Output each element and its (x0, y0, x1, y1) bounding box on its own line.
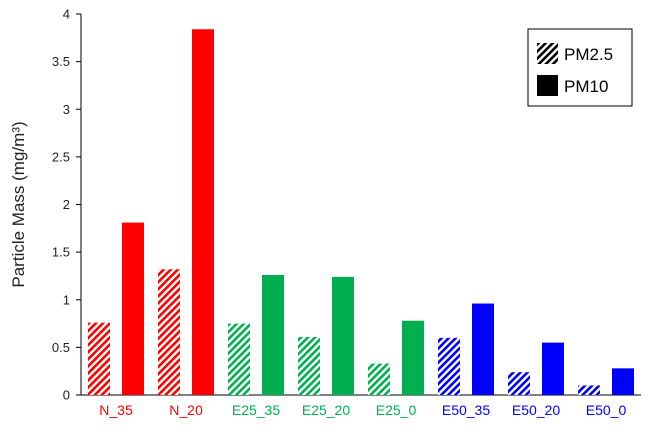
plot-area: 0 0.5 1 1.5 2 2.5 3 3.5 4 Particle Mass (mg/m³) N_… (9, 7, 641, 418)
x-tick-label: E25_0 (376, 402, 417, 418)
bar-pm25-e50_20 (508, 372, 530, 395)
bar-pm25-e50_35 (438, 337, 460, 395)
bar-pm25-n_35 (88, 322, 110, 395)
bar-pm10-e50_20 (542, 342, 564, 395)
x-tick-label: E25_20 (302, 402, 350, 418)
y-tick-label: 1 (63, 292, 70, 307)
x-tick-label: E25_35 (232, 402, 280, 418)
bar-pm10-e50_0 (612, 368, 634, 395)
y-axis-label: Particle Mass (mg/m³) (9, 121, 28, 287)
y-tick-label: 2.5 (52, 149, 70, 164)
bar-pm10-n_20 (192, 29, 214, 396)
legend-label: PM10 (564, 77, 608, 96)
x-tick-label: E50_35 (442, 402, 490, 418)
bar-pm10-e25_35 (262, 274, 284, 395)
bar-pm10-n_35 (122, 222, 144, 395)
y-tick-label: 3.5 (52, 54, 70, 69)
legend-label: PM2.5 (564, 45, 613, 64)
bar-pm10-e25_0 (402, 320, 424, 395)
y-tick-label: 4 (63, 7, 70, 22)
legend-swatch-pm10 (537, 75, 558, 96)
legend-swatch-pm25 (537, 43, 558, 64)
x-tick-label: E50_20 (512, 402, 560, 418)
y-tick-label: 2 (63, 197, 70, 212)
bar-pm25-e50_0 (578, 385, 600, 395)
bar-pm10-e25_20 (332, 276, 354, 395)
y-tick-label: 0 (63, 388, 70, 403)
x-tick-label: N_35 (99, 402, 133, 418)
y-tick-label: 0.5 (52, 340, 70, 355)
legend: PM2.5 PM10 (527, 28, 633, 107)
bar-pm25-e25_35 (228, 323, 250, 395)
x-tick-label: E50_0 (586, 402, 627, 418)
y-tick-label: 3 (63, 102, 70, 117)
x-tick-label: N_20 (169, 402, 203, 418)
y-tick-label: 1.5 (52, 245, 70, 260)
bar-pm25-e25_0 (368, 363, 390, 395)
bar-pm10-e50_35 (472, 303, 494, 395)
bar-pm25-e25_20 (298, 336, 320, 395)
bar-pm25-n_20 (158, 269, 180, 395)
